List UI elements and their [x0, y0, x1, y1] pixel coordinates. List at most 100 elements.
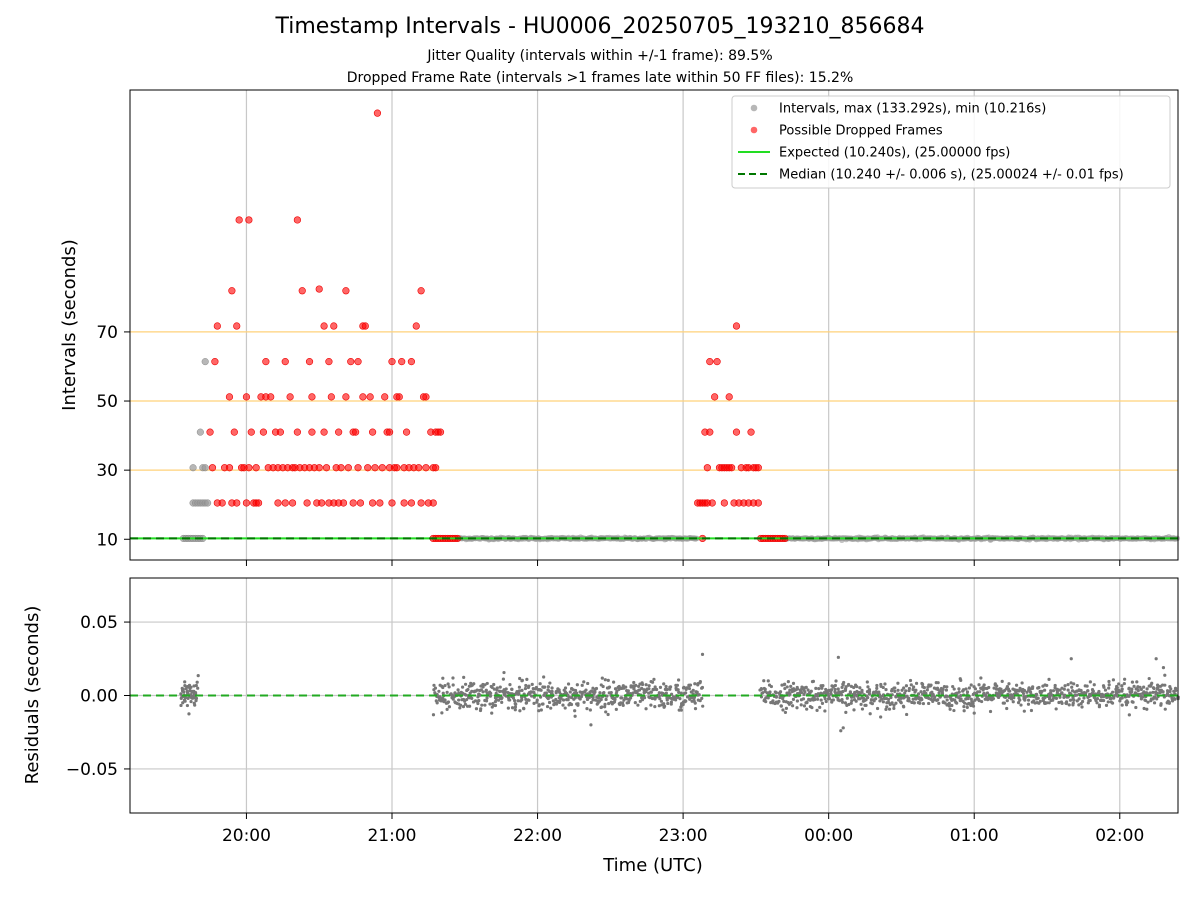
residual-point: [1072, 698, 1076, 702]
top-plot-frame: [129, 89, 1179, 561]
residual-point: [600, 676, 604, 680]
residual-point: [1141, 695, 1145, 699]
residual-point: [642, 696, 647, 700]
residual-point: [537, 703, 541, 707]
residual-point: [1095, 697, 1100, 701]
residual-point: [443, 683, 447, 688]
residual-point: [561, 698, 566, 702]
residual-point: [568, 690, 572, 694]
residual-point: [663, 704, 667, 708]
residual-point: [1127, 713, 1131, 717]
residual-point: [965, 690, 970, 694]
residual-point: [1120, 696, 1124, 700]
residual-point: [472, 682, 476, 686]
residual-point: [624, 685, 628, 689]
residual-point: [899, 701, 903, 705]
residual-point: [192, 701, 196, 705]
dropped-frame-point: [393, 464, 401, 472]
residual-point: [880, 697, 884, 701]
dropped-frame-point: [233, 322, 241, 330]
residual-point: [931, 692, 935, 697]
residual-point: [814, 686, 818, 690]
residual-point: [783, 686, 787, 691]
residual-point: [846, 682, 851, 687]
residual-point: [963, 701, 967, 705]
residual-point: [908, 678, 913, 683]
residual-point: [1018, 698, 1022, 702]
residual-point: [867, 692, 872, 696]
residual-point: [1167, 701, 1171, 705]
residual-point: [580, 683, 584, 687]
interval-point: [196, 428, 204, 436]
residual-point: [892, 703, 896, 707]
residual-point: [840, 685, 844, 689]
residual-point: [1101, 684, 1106, 688]
residual-point: [843, 688, 848, 692]
residual-point: [827, 696, 832, 701]
residual-point: [855, 684, 859, 689]
residual-point: [524, 683, 528, 688]
residual-point: [1022, 688, 1027, 693]
residual-point: [546, 685, 550, 689]
residual-point: [462, 675, 466, 679]
residual-point: [947, 701, 951, 705]
residual-point: [790, 704, 795, 708]
residual-point: [987, 685, 991, 690]
residual-point: [183, 699, 187, 703]
residual-point: [666, 701, 670, 706]
interval-point: [204, 499, 212, 507]
dropped-frame-point: [429, 499, 437, 507]
dropped-frame-point: [344, 464, 352, 472]
residual-point: [865, 680, 869, 684]
residual-point: [1020, 681, 1024, 685]
residual-point: [1130, 689, 1134, 694]
residual-point: [483, 703, 487, 707]
residual-point: [1088, 680, 1092, 684]
residual-point: [651, 687, 656, 692]
residual-point: [569, 702, 574, 707]
residual-point: [440, 697, 444, 701]
dropped-frame-point: [385, 428, 394, 436]
residual-point: [664, 684, 668, 689]
residual-point: [470, 696, 474, 700]
residual-point: [597, 695, 601, 699]
residual-point: [466, 687, 470, 692]
residual-point: [980, 699, 984, 704]
residual-point: [810, 705, 814, 710]
residual-point: [784, 706, 789, 710]
legend-marker-dropped: [750, 126, 758, 134]
residual-point: [870, 702, 874, 706]
x-tick-label: 22:00: [513, 826, 562, 846]
residual-point: [881, 685, 885, 690]
dropped-frame-point: [706, 428, 714, 436]
residual-point: [860, 707, 865, 711]
dropped-frame-point: [230, 428, 238, 436]
residual-point: [1080, 699, 1085, 704]
residual-point: [1045, 701, 1049, 705]
residual-point: [484, 699, 489, 703]
residual-point: [700, 652, 705, 656]
residual-point: [805, 700, 809, 704]
residual-point: [921, 701, 926, 706]
residual-point: [517, 689, 521, 693]
x-tick-label: 00:00: [804, 826, 853, 846]
residual-point: [658, 685, 663, 689]
residual-point: [507, 698, 511, 702]
residual-point: [606, 712, 610, 717]
residual-point: [688, 683, 693, 687]
residual-point: [698, 680, 702, 684]
residual-point: [1060, 701, 1064, 705]
residual-point: [1036, 696, 1040, 700]
residual-point: [883, 682, 887, 686]
residual-point: [818, 705, 822, 709]
residual-point: [464, 693, 468, 697]
dropped-frame-point: [325, 358, 333, 366]
residual-point: [652, 677, 656, 681]
residual-point: [779, 704, 783, 708]
residual-point: [852, 685, 856, 690]
residual-point: [1084, 691, 1088, 695]
residual-point: [1071, 701, 1075, 705]
residual-point: [1034, 692, 1039, 696]
residuals-panel: 20:00 21:00 22:00 23:00 00:00 01:00 02:00 0.05 0…: [66, 577, 1180, 846]
residual-point: [950, 703, 954, 708]
